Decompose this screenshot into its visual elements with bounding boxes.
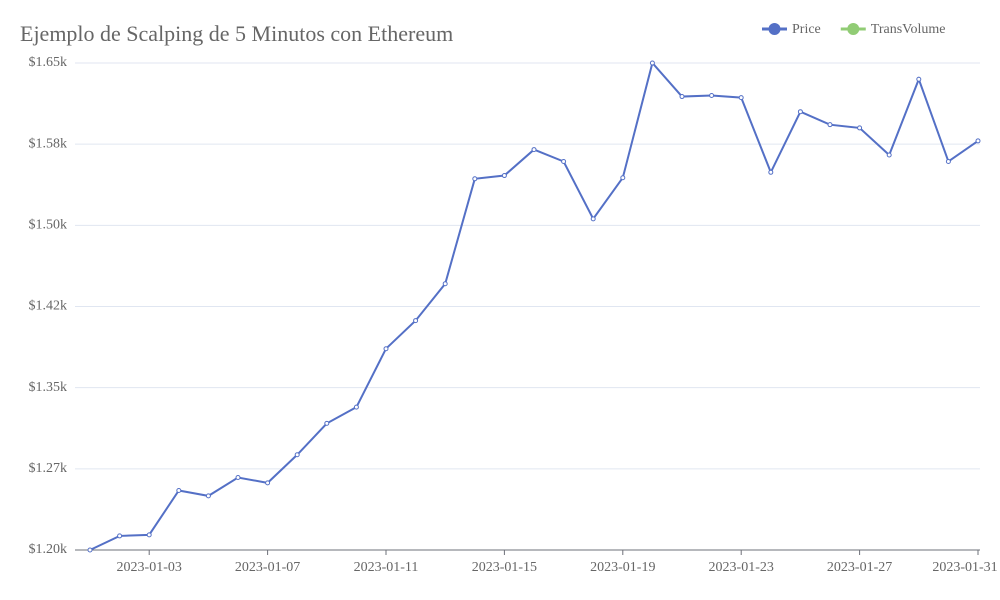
y-tick-label: $1.27k [29, 461, 68, 476]
data-point [324, 420, 330, 426]
data-point [235, 474, 241, 480]
data-point [353, 404, 359, 410]
data-point [916, 76, 922, 82]
y-tick-label: $1.65k [29, 55, 68, 70]
data-point [886, 152, 892, 158]
x-tick-label: 2023-01-23 [709, 560, 774, 575]
legend-label: Price [792, 22, 821, 37]
chart-title: Ejemplo de Scalping de 5 Minutos con Eth… [20, 21, 453, 46]
data-point [709, 92, 715, 98]
y-tick-label: $1.58k [29, 136, 68, 151]
data-point [679, 94, 685, 100]
x-tick-label: 2023-01-11 [354, 560, 419, 575]
data-point [117, 533, 123, 539]
data-point [768, 169, 774, 175]
x-tick-label: 2023-01-19 [590, 560, 655, 575]
x-tick-label: 2023-01-15 [472, 560, 537, 575]
data-point [827, 122, 833, 128]
legend-item: TransVolume [840, 22, 946, 37]
data-point [797, 109, 803, 115]
y-tick-label: $1.50k [29, 218, 68, 233]
data-point [975, 138, 981, 144]
data-point [383, 346, 389, 352]
x-tick-label: 2023-01-31 [932, 560, 997, 575]
data-point [531, 147, 537, 153]
data-point [294, 452, 300, 458]
data-point [146, 532, 152, 538]
data-point [620, 175, 626, 181]
legend-label: TransVolume [871, 22, 946, 37]
data-point [176, 487, 182, 493]
data-point [945, 158, 951, 164]
y-tick-label: $1.42k [29, 299, 68, 314]
data-point [738, 95, 744, 101]
data-point [413, 318, 419, 324]
data-point [472, 176, 478, 182]
data-point [561, 158, 567, 164]
x-tick-label: 2023-01-03 [117, 560, 182, 575]
data-point [442, 281, 448, 287]
data-point [501, 173, 507, 179]
y-tick-label: $1.35k [29, 380, 68, 395]
legend-swatch-dot [768, 23, 781, 35]
data-point [649, 60, 655, 66]
x-tick-label: 2023-01-27 [827, 560, 892, 575]
x-tick-label: 2023-01-07 [235, 560, 300, 575]
data-point [205, 493, 211, 499]
y-tick-label: $1.20k [29, 542, 68, 557]
legend-item: Price [762, 22, 821, 37]
data-point [265, 480, 271, 486]
data-point [857, 125, 863, 131]
data-point [590, 216, 596, 222]
data-point [87, 547, 93, 553]
legend-swatch-dot [847, 23, 860, 35]
